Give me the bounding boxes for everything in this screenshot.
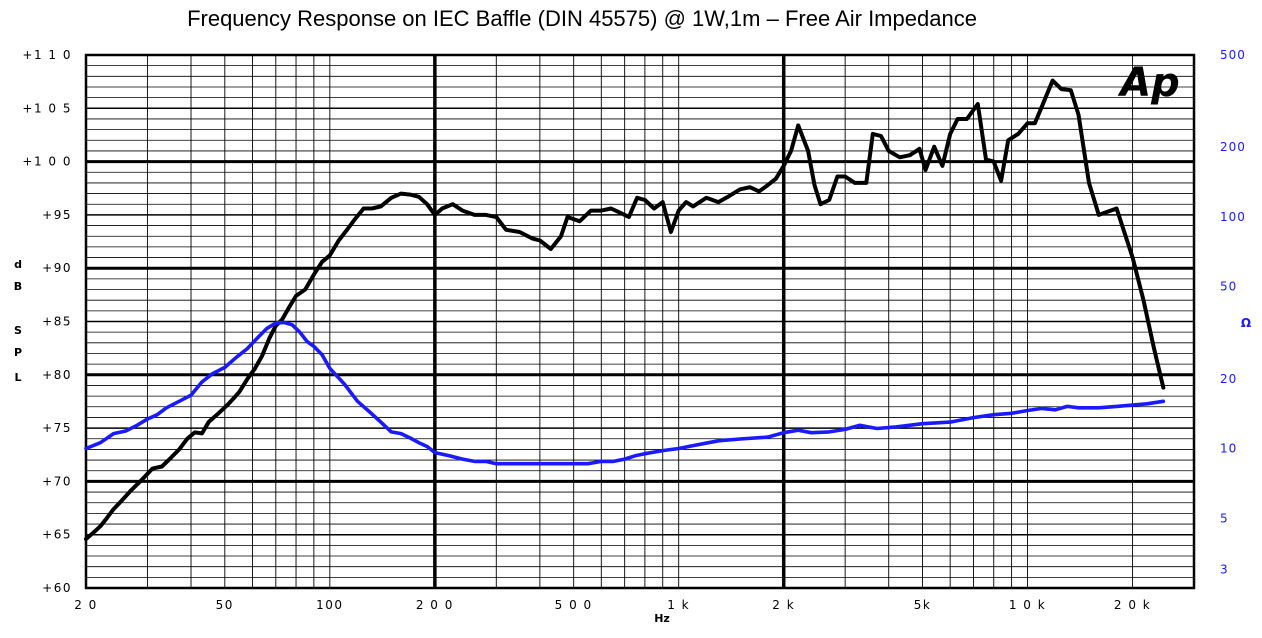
y-left-tick-label: +80 xyxy=(42,368,72,382)
plot-frame xyxy=(84,53,1196,590)
x-tick-label: 50 xyxy=(216,598,234,612)
y-right-tick-label: 500 xyxy=(1220,48,1246,62)
x-tick-label: 2 k xyxy=(772,598,795,612)
impedance-series-line xyxy=(84,320,1166,466)
x-tick-label: 5 0 0 xyxy=(555,598,593,612)
y-left-tick-label: +60 xyxy=(42,581,72,595)
y-left-tick-labels: +1 1 0 +1 0 5 +1 0 0 +95 +90 +85 +80 +75 +70 +65 +… xyxy=(22,48,72,595)
y-right-tick-label: 10 xyxy=(1220,442,1237,456)
y-left-tick-label: +1 0 5 xyxy=(22,101,72,115)
series-layer xyxy=(84,78,1166,541)
y-left-tick-label: +95 xyxy=(42,208,72,222)
x-tick-label: 2 0 xyxy=(74,598,98,612)
x-tick-label: 2 0 0 xyxy=(416,598,454,612)
y-left-tick-label: +1 1 0 xyxy=(22,48,72,62)
grid-major xyxy=(84,53,1196,590)
y-left-axis-letter: d xyxy=(14,258,22,271)
y-right-tick-label: 20 xyxy=(1220,372,1237,386)
x-tick-label: 100 xyxy=(316,598,343,612)
spl-series-line xyxy=(84,78,1166,541)
ap-logo: Ap xyxy=(1117,60,1180,106)
x-tick-label: 1 k xyxy=(667,598,690,612)
x-tick-label: 2 0 k xyxy=(1114,598,1151,612)
y-right-tick-label: 3 xyxy=(1220,563,1229,577)
x-tick-labels: 2 0 50 100 2 0 0 5 0 0 1 k 2 k 5k 1 0 k 2 0 k xyxy=(74,598,1151,612)
y-left-tick-label: +1 0 0 xyxy=(22,155,72,169)
y-left-axis-label: dB SPL xyxy=(14,258,22,384)
y-right-tick-label: 100 xyxy=(1220,210,1246,224)
y-left-axis-letter: S xyxy=(14,324,22,337)
x-tick-label: 5k xyxy=(914,598,932,612)
chart-title: Frequency Response on IEC Baffle (DIN 45… xyxy=(187,6,977,31)
y-left-tick-label: +65 xyxy=(42,528,72,542)
x-tick-label: 1 0 k xyxy=(1009,598,1046,612)
y-right-tick-label: 5 xyxy=(1220,511,1229,525)
y-left-axis-letter: B xyxy=(14,280,22,293)
y-right-tick-label: 200 xyxy=(1220,140,1246,154)
y-left-axis-letter: P xyxy=(14,346,22,359)
y-right-tick-labels: 500 200 100 50 20 10 5 3 xyxy=(1220,48,1246,577)
y-left-tick-label: +70 xyxy=(42,474,72,488)
y-right-tick-label: 50 xyxy=(1220,280,1237,294)
y-left-tick-label: +90 xyxy=(42,261,72,275)
y-left-axis-letter: L xyxy=(14,371,21,384)
y-right-axis-label: Ω xyxy=(1241,316,1251,330)
y-left-tick-label: +75 xyxy=(42,421,72,435)
x-axis-label: Hz xyxy=(654,612,670,625)
y-left-tick-label: +85 xyxy=(42,315,72,329)
